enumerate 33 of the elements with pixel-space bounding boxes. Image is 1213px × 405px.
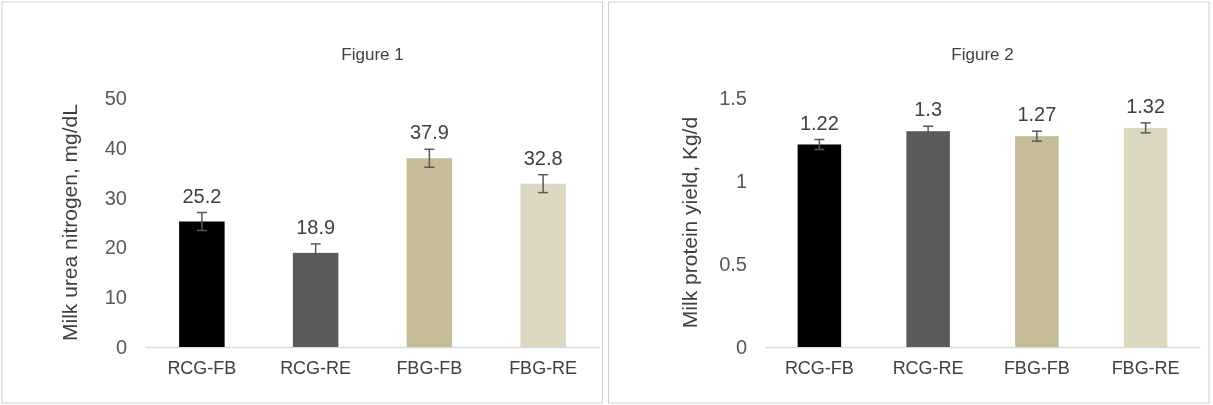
data-label: 32.8 [523,146,563,169]
data-label: 37.9 [409,121,449,144]
y-tick-label: 1 [735,169,747,192]
y-axis-title: Milk urea nitrogen, mg/dL [58,104,81,341]
x-tick-label: FBG-FB [396,357,463,378]
data-label: 25.2 [182,184,222,207]
x-tick-label: FBG-FB [1003,357,1070,378]
y-axis-title: Milk protein yield, Kg/d [678,116,701,329]
data-label: 1.3 [914,98,943,121]
y-tick-label: 30 [104,186,127,209]
y-tick-label: 0 [735,335,747,358]
data-label: 1.22 [799,111,839,134]
x-tick-label: RCG-FB [784,357,854,378]
y-tick-label: 10 [104,286,127,309]
data-label: 18.9 [296,215,336,238]
bar [179,221,225,347]
x-tick-label: FBG-RE [1111,357,1180,378]
bar [520,183,566,347]
y-tick-label: 0 [115,335,127,358]
y-tick-label: 20 [104,236,127,259]
data-label: 1.27 [1017,103,1057,126]
data-label: 1.32 [1126,94,1166,117]
y-tick-label: 40 [104,136,127,159]
x-tick-label: FBG-RE [509,357,578,378]
y-tick-label: 0.5 [719,252,747,275]
chart-title: Figure 2 [951,45,1014,64]
x-tick-label: RCG-FB [167,357,237,378]
y-tick-label: 50 [104,86,127,109]
chart-title: Figure 1 [341,45,404,64]
bar [406,158,453,347]
x-tick-label: RCG-RE [892,357,964,378]
x-tick-label: RCG-RE [280,357,352,378]
y-tick-label: 1.5 [719,86,747,109]
